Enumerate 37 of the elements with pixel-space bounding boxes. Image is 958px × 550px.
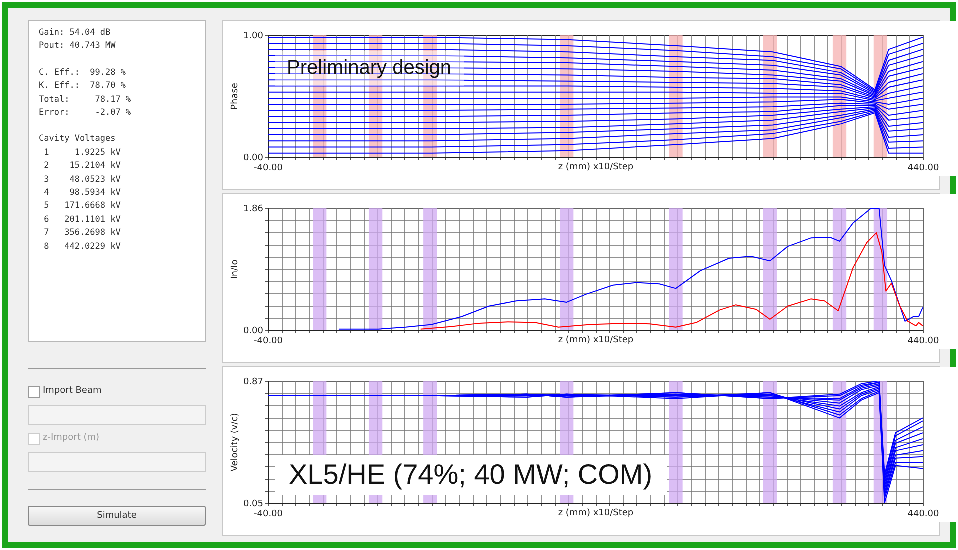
y-tick-label: 0.00 (243, 154, 264, 164)
text: z-Import (m) (43, 433, 100, 443)
text: Gain: 54.04 dB (39, 27, 112, 40)
text: 8 442.0229 kV (43, 240, 122, 254)
x-tick-label: -40.00 (254, 510, 284, 520)
text: 7 356.2698 kV (43, 227, 122, 240)
y-tick-label: 1.86 (243, 204, 264, 214)
y-axis-title: In/Io (230, 259, 240, 280)
y-tick-label: 0.00 (243, 326, 264, 336)
x-tick-label: 440.00 (908, 336, 940, 346)
text: Pout: 40.743 MW (39, 40, 117, 54)
y-tick-label: 0.05 (243, 500, 264, 510)
text: Error: -2.07 % (39, 107, 132, 120)
x-axis-title: z (mm) x10/Step (558, 162, 634, 172)
x-tick-label: -40.00 (254, 164, 284, 174)
x-tick-label: 440.00 (908, 164, 940, 174)
x-tick-label: -40.00 (254, 336, 284, 346)
text: C. Eff.: 99.28 % (39, 66, 127, 80)
text: K. Eff.: 78.70 % (39, 80, 127, 94)
y-tick-label: 1.00 (243, 32, 264, 42)
annotation: XL5/HE (74%; 40 MW; COM) (275, 455, 667, 495)
text: 1 1.9225 kV (43, 146, 122, 160)
y-tick-label: 0.87 (243, 378, 264, 388)
text: Cavity Voltages (39, 133, 117, 146)
text: Import Beam (43, 386, 102, 396)
x-axis-title: z (mm) x10/Step (558, 508, 634, 518)
y-axis-title: Velocity (v/c) (230, 413, 240, 472)
text: 4 98.5934 kV (43, 187, 122, 200)
text: 5 171.6668 kV (43, 200, 122, 214)
button: Simulate (28, 506, 206, 526)
text: 6 201.1101 kV (43, 214, 122, 227)
y-axis-title: Phase (230, 82, 240, 110)
text: 2 15.2104 kV (43, 160, 122, 174)
text: 3 48.0523 kV (43, 174, 122, 187)
x-tick-label: 440.00 (908, 510, 940, 520)
x-axis-title: z (mm) x10/Step (558, 336, 634, 346)
text: Total: 78.17 % (39, 94, 132, 107)
